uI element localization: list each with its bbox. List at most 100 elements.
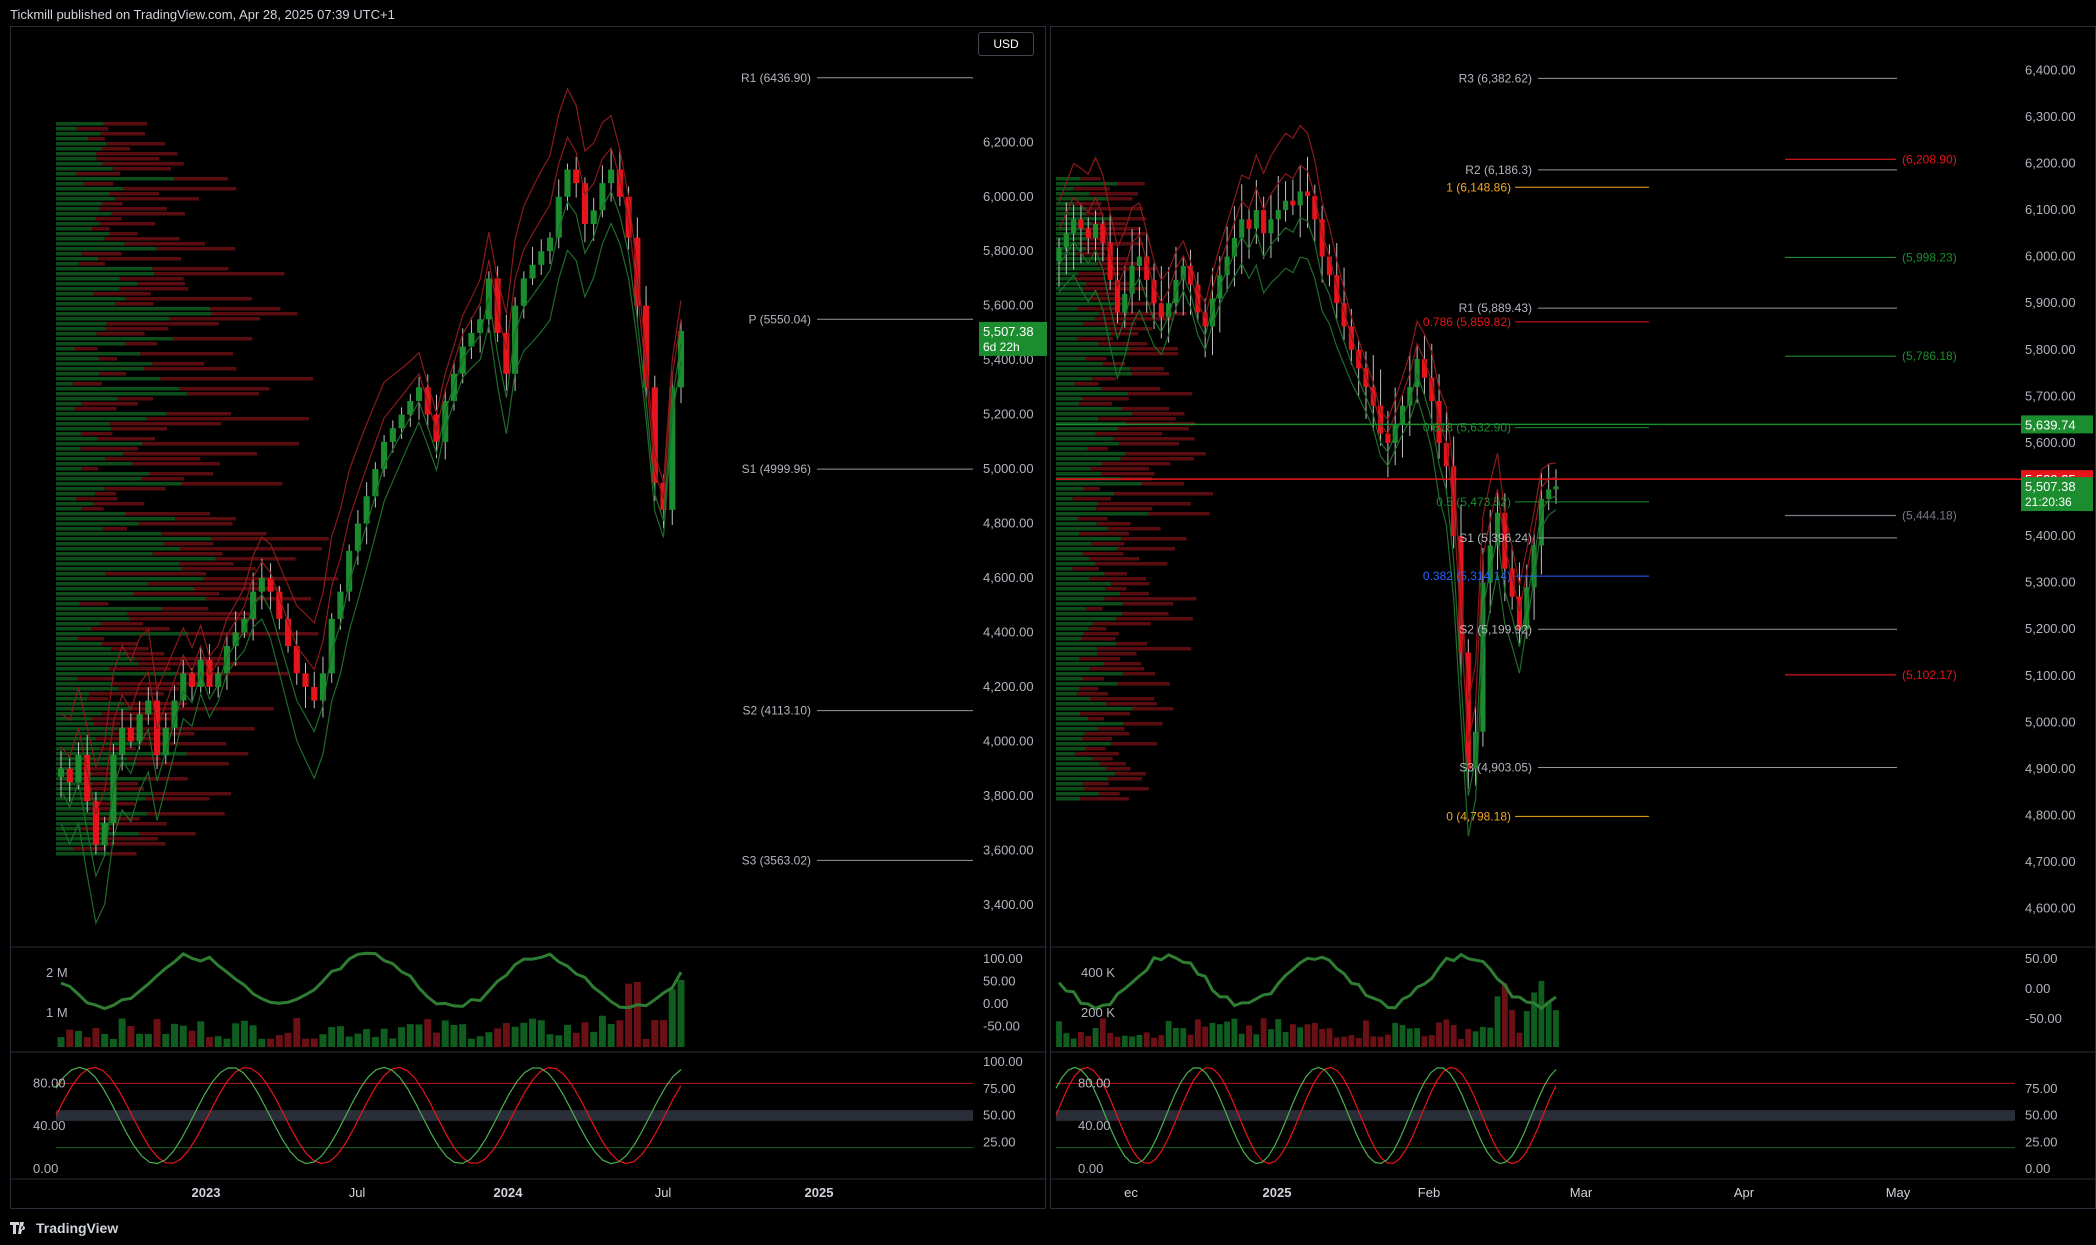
profile-bar-down [125,512,210,516]
profile-bar-down [1092,757,1113,761]
y-axis-tick-label: 5,800.00 [983,243,1034,258]
y-axis-tick-label: 6,300.00 [2025,109,2076,124]
volume-bar [1443,1019,1450,1047]
profile-bar-up [1056,582,1112,586]
volume-bar [633,982,641,1047]
y-axis-tick-label: 3,800.00 [983,788,1034,803]
candle-body [1429,377,1435,401]
profile-bar-up [56,397,118,401]
currency-button[interactable]: USD [978,32,1034,56]
candle-body [1509,568,1515,597]
candle-body [1056,247,1062,262]
profile-bar-down [1082,397,1129,401]
profile-bar-down [87,137,105,141]
profile-bar-up [56,402,82,406]
profile-bar-up [56,342,126,346]
profile-bar-down [1078,272,1120,276]
profile-bar-up [56,127,77,131]
profile-bar-up [56,302,116,306]
volume-bar [1158,1035,1165,1047]
profile-bar-up [1056,397,1083,401]
profile-bar-up [1056,592,1121,596]
tradingview-logo[interactable]: TradingView [10,1220,118,1236]
profile-bar-up [1056,217,1113,221]
bollinger-upper [60,87,682,769]
candle-body [555,196,562,238]
daily-chart-svg[interactable]: 6,400.00 6,300.00 6,200.00 6,100.00 6,000.00… [1051,27,2096,1210]
candle-body [363,496,370,524]
volume-bar [258,1038,266,1047]
profile-bar-down [141,477,184,481]
fib-label: 0.786 (5,859.82) [1423,315,1511,329]
profile-bar-up [56,267,153,271]
volume-bar [642,1038,650,1047]
candle-body [354,523,361,551]
chart-pane-weekly[interactable]: 6,200.00 6,000.00 5,800.00 5,600.00 5,400.00… [10,26,1047,1210]
volume-bar [398,1027,406,1047]
profile-bar-up [56,257,99,261]
bollinger-mid-lower [1058,216,1557,797]
profile-bar-down [117,397,153,401]
profile-bar-up [56,807,90,811]
profile-bar-up [56,507,82,511]
profile-bar-up [1056,457,1121,461]
target-label: (5,444.18) [1902,509,1957,523]
volume-bar [450,1025,458,1047]
volume-bar [485,1032,493,1047]
volume-axis-label: 1 M [46,1005,68,1020]
volume-bar [1289,1024,1296,1047]
candle-body [57,768,65,777]
volume-bar [1436,1022,1442,1047]
profile-bar-down [1098,262,1140,266]
profile-bar-down [1089,577,1147,581]
profile-bar-up [56,322,107,326]
profile-bar-up [1056,652,1098,656]
profile-bar-up [56,217,96,221]
candle-body [442,401,449,442]
profile-bar-down [140,352,233,356]
bollinger-upper [1058,124,1557,702]
profile-bar-down [1132,412,1185,416]
profile-bar-down [1096,507,1153,511]
profile-bar-down [194,587,282,591]
volume-bar [66,1029,74,1047]
profile-bar-up [56,277,120,281]
profile-bar-up [1056,657,1079,661]
volume-bar [1129,1036,1136,1047]
chart-pane-daily[interactable]: 6,400.00 6,300.00 6,200.00 6,100.00 6,000.00… [1050,26,2096,1209]
y-axis-tick-label: 5,800.00 [2025,342,2076,357]
profile-bar-up [1056,577,1090,581]
profile-bar-down [1082,737,1113,741]
profile-bar-down [76,767,110,771]
profile-bar-down [178,672,289,676]
profile-bar-down [1089,667,1145,671]
indicator-axis-label: 100.00 [983,951,1023,966]
volume-axis-label: 200 K [1081,1005,1115,1020]
profile-bar-down [99,222,156,226]
profile-bar-up [1056,717,1089,721]
volume-bar [389,1038,397,1047]
profile-bar-down [81,402,139,406]
stoch-axis-right-label: 75.00 [2025,1081,2058,1096]
profile-bar-down [1086,282,1130,286]
countdown-label: 6d 22h [983,340,1020,354]
profile-bar-down [1085,357,1107,361]
profile-bar-up [56,367,145,371]
candle-body [564,169,571,197]
candle-body [127,727,134,742]
profile-bar-up [56,527,103,531]
weekly-chart-svg[interactable]: 6,200.006,000.005,800.005,600.005,400.00… [11,27,1047,1210]
profile-bar-up [1056,352,1127,356]
profile-bar-up [56,392,188,396]
profile-bar-down [137,282,185,286]
profile-bar-up [1056,307,1078,311]
profile-bar-down [1079,402,1112,406]
profile-bar-down [96,332,145,336]
volume-bar [1465,1028,1472,1047]
y-axis-tick-label: 3,600.00 [983,842,1034,857]
profile-bar-down [1121,407,1170,411]
profile-bar-up [1056,482,1143,486]
candle-body [1151,279,1157,304]
profile-bar-up [56,442,143,446]
profile-bar-up [1056,567,1073,571]
